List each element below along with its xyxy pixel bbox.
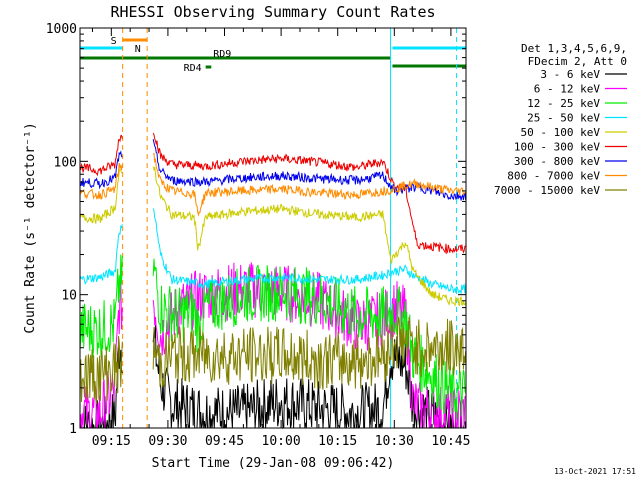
legend-entry-label: 50 - 100 keV <box>521 126 601 139</box>
series-line-5 <box>79 132 466 255</box>
x-tick-label: 09:45 <box>205 434 244 449</box>
legend-entry-label: 3 - 6 keV <box>540 68 600 81</box>
x-tick-label: 10:30 <box>375 434 414 449</box>
legend-entry-label: 100 - 300 keV <box>514 141 600 154</box>
flag-label: RD4 <box>184 63 202 74</box>
x-tick-label: 09:30 <box>148 434 187 449</box>
x-tick-label: 10:00 <box>262 434 301 449</box>
attenuator-flags: S N RD9 RD4 <box>80 36 466 74</box>
series-line-7 <box>79 152 466 217</box>
event-markers <box>122 28 458 428</box>
legend-entry-label: 300 - 800 keV <box>514 155 600 168</box>
series-line-6 <box>79 139 467 201</box>
footer-timestamp: 13-Oct-2021 17:51 <box>554 467 636 476</box>
y-axis-label: Count Rate (s⁻¹ detector⁻¹) <box>23 122 38 333</box>
plot-frame <box>79 27 467 429</box>
y-tick-label: 100 <box>54 155 77 170</box>
y-tick-label: 1000 <box>46 22 77 37</box>
legend-entry-label: 800 - 7000 keV <box>507 170 600 183</box>
x-tick-label: 09:15 <box>92 434 131 449</box>
legend: Det 1,3,4,5,6,9,FDecim 2, Att 03 - 6 keV… <box>494 42 627 197</box>
legend-header-line: Det 1,3,4,5,6,9, <box>521 42 627 55</box>
flag-label: RD9 <box>213 49 231 60</box>
series-line-3 <box>79 208 467 295</box>
legend-header-line: FDecim 2, Att 0 <box>528 55 627 68</box>
axis-ticks: 09:15 09:30 09:45 10:00 10:15 10:30 10:45 1 10 10… <box>46 22 471 449</box>
legend-entry-label: 6 - 12 keV <box>534 83 601 96</box>
y-tick-label: 1 <box>69 422 77 437</box>
flag-label: S <box>111 36 117 47</box>
x-tick-label: 10:45 <box>431 434 470 449</box>
legend-entry-label: 12 - 25 keV <box>527 97 600 110</box>
x-tick-label: 10:15 <box>318 434 357 449</box>
y-tick-label: 10 <box>61 289 77 304</box>
chart-title: RHESSI Observing Summary Count Rates <box>110 3 435 21</box>
series-line-8 <box>79 316 467 404</box>
x-axis-label: Start Time (29-Jan-08 09:06:42) <box>152 456 395 471</box>
legend-entry-label: 25 - 50 keV <box>527 112 600 125</box>
flag-label: N <box>135 44 141 55</box>
series-lines <box>79 132 467 430</box>
series-line-4 <box>79 166 467 307</box>
legend-entry-label: 7000 - 15000 keV <box>494 184 600 197</box>
